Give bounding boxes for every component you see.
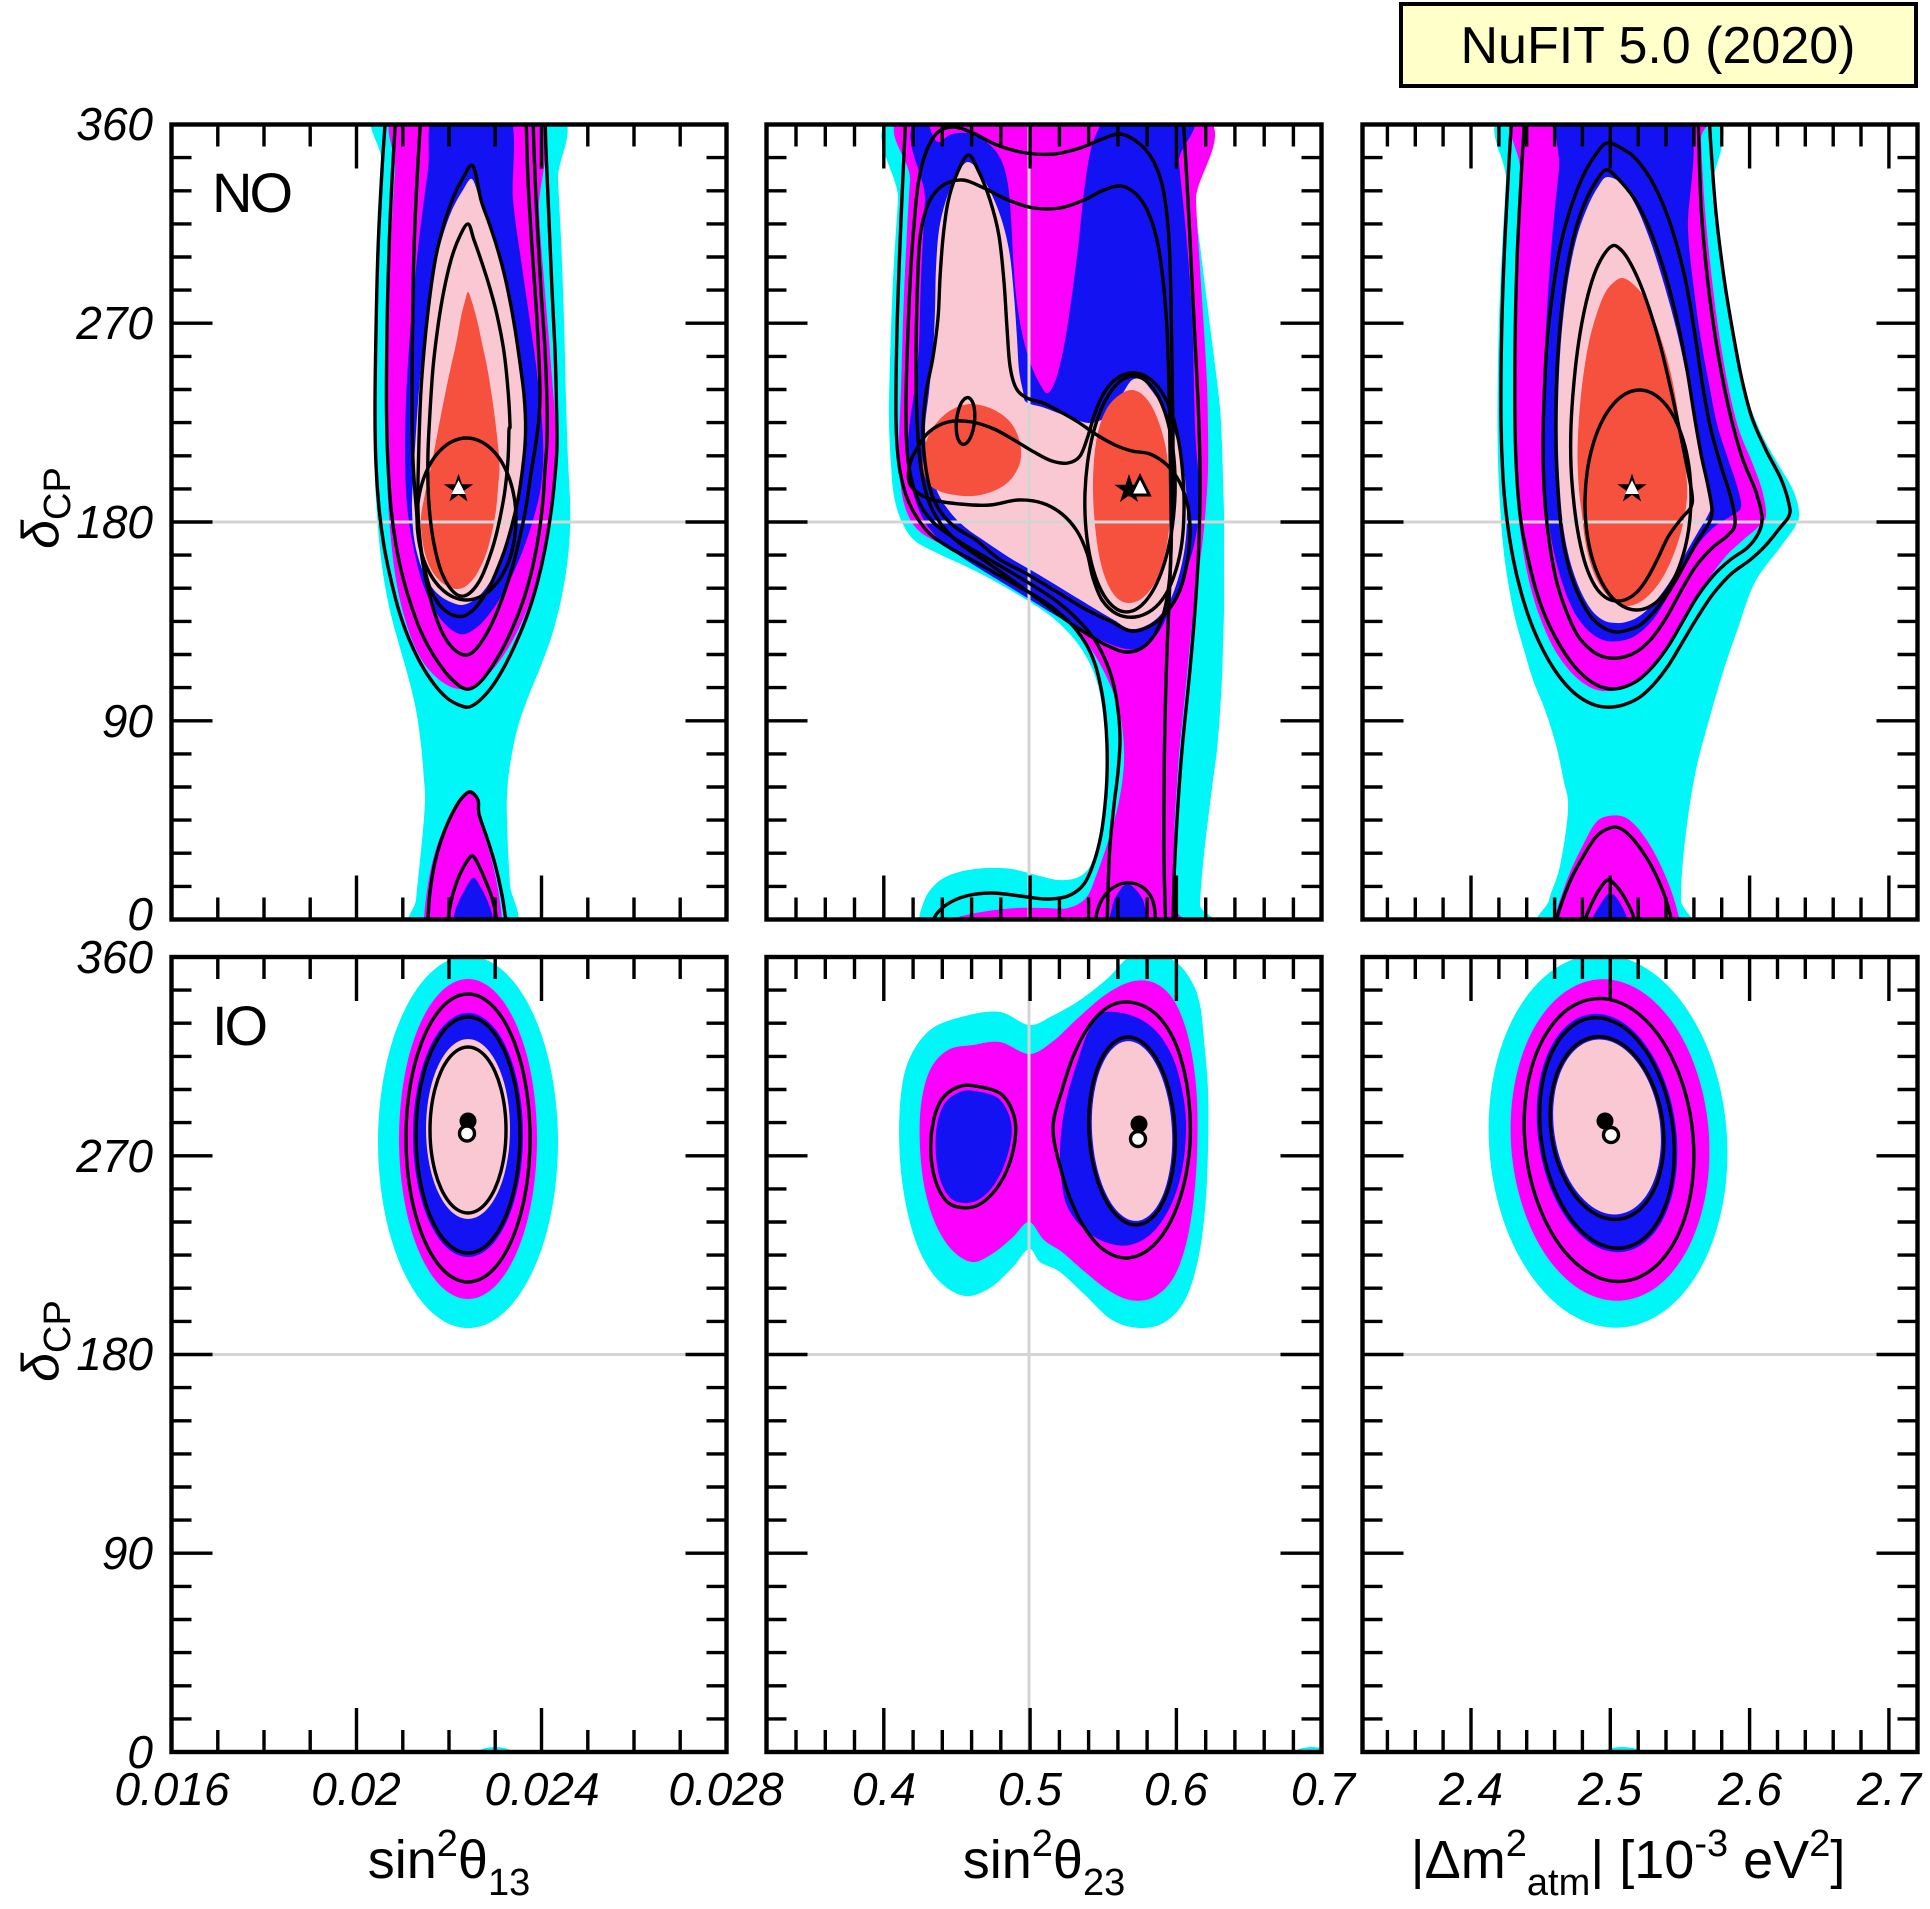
- svg-text:360: 360: [76, 931, 153, 983]
- svg-text:0.02: 0.02: [311, 1763, 401, 1815]
- svg-text:2.7: 2.7: [1856, 1763, 1922, 1815]
- svg-text:NuFIT 5.0 (2020): NuFIT 5.0 (2020): [1460, 17, 1855, 75]
- svg-text:0.6: 0.6: [1144, 1763, 1208, 1815]
- svg-text:2.6: 2.6: [1717, 1763, 1782, 1815]
- svg-text:270: 270: [75, 1130, 153, 1182]
- svg-text:0.5: 0.5: [998, 1763, 1062, 1815]
- svg-text:0: 0: [127, 1726, 153, 1778]
- svg-text:δCP: δCP: [12, 467, 79, 549]
- svg-text:90: 90: [102, 1527, 154, 1579]
- svg-text:270: 270: [75, 297, 153, 349]
- svg-text:360: 360: [76, 98, 153, 150]
- svg-text:NO: NO: [212, 161, 290, 224]
- svg-text:0.7: 0.7: [1291, 1763, 1356, 1815]
- svg-text:0.028: 0.028: [668, 1763, 784, 1815]
- svg-text:180: 180: [76, 1328, 153, 1380]
- svg-text:0.4: 0.4: [852, 1763, 916, 1815]
- svg-text:180: 180: [76, 496, 153, 548]
- svg-text:IO: IO: [212, 994, 266, 1057]
- svg-text:2.4: 2.4: [1438, 1763, 1503, 1815]
- svg-text:2.5: 2.5: [1577, 1763, 1642, 1815]
- svg-text:0: 0: [127, 888, 153, 940]
- svg-text:90: 90: [102, 695, 154, 747]
- svg-text:0.016: 0.016: [114, 1763, 230, 1815]
- svg-text:0.024: 0.024: [484, 1763, 599, 1815]
- svg-text:δCP: δCP: [12, 1300, 79, 1382]
